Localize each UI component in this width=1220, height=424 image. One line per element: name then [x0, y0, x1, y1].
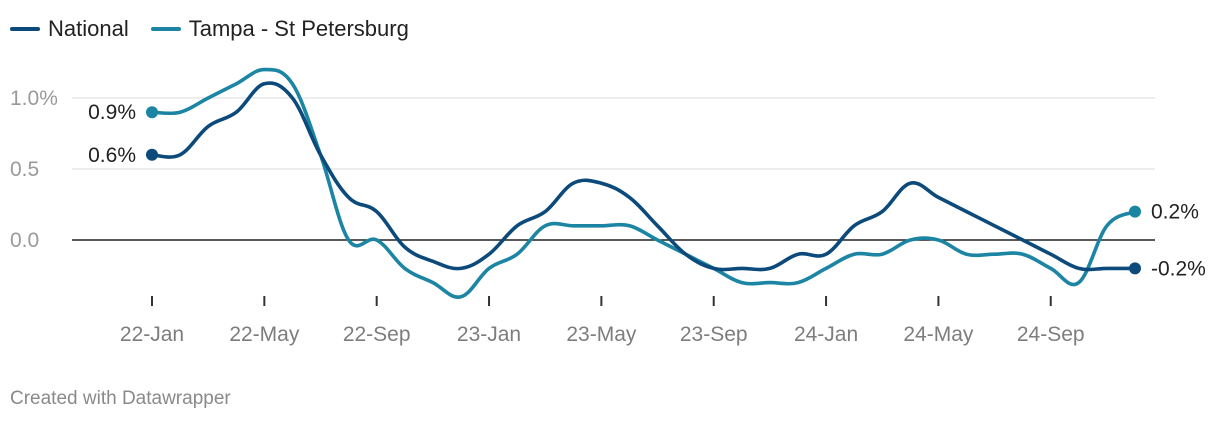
x-tick-label: 22-Jan [120, 323, 184, 346]
footer-credit: Created with Datawrapper [10, 388, 231, 409]
start-label-tampa: 0.9% [88, 101, 136, 124]
x-tick-label: 24-May [903, 323, 974, 346]
x-tick-label: 22-May [229, 323, 300, 346]
legend-item-national: National [10, 16, 129, 42]
legend-swatch-national [10, 27, 40, 31]
y-tick-label: 0.5 [10, 158, 39, 181]
start-marker-national [146, 148, 158, 161]
x-tick-label: 23-Sep [680, 323, 748, 346]
x-tick-label: 24-Jan [794, 323, 858, 346]
legend-swatch-tampa [150, 27, 181, 31]
end-marker-national [1129, 262, 1141, 275]
legend-label-national: National [48, 16, 129, 41]
series-line-national [150, 81, 1137, 272]
y-tick-label: 1.0% [10, 87, 58, 110]
end-marker-tampa [1129, 205, 1141, 218]
legend-item-tampa: Tampa - St Petersburg [150, 16, 409, 42]
x-tick-label: 22-Sep [343, 323, 411, 346]
series-line-tampa [150, 67, 1137, 299]
legend-label-tampa: Tampa - St Petersburg [188, 16, 409, 41]
end-label-tampa: 0.2% [1151, 201, 1199, 224]
x-tick-label: 23-May [566, 323, 637, 346]
y-tick-label: 0.0 [10, 229, 39, 252]
x-tick-label: 24-Sep [1017, 323, 1085, 346]
end-label-national: -0.2% [1151, 257, 1206, 280]
start-label-national: 0.6% [88, 144, 136, 167]
start-marker-tampa [146, 106, 158, 119]
chart-legend: National Tampa - St Petersburg [10, 14, 409, 44]
x-tick-label: 23-Jan [457, 323, 521, 346]
